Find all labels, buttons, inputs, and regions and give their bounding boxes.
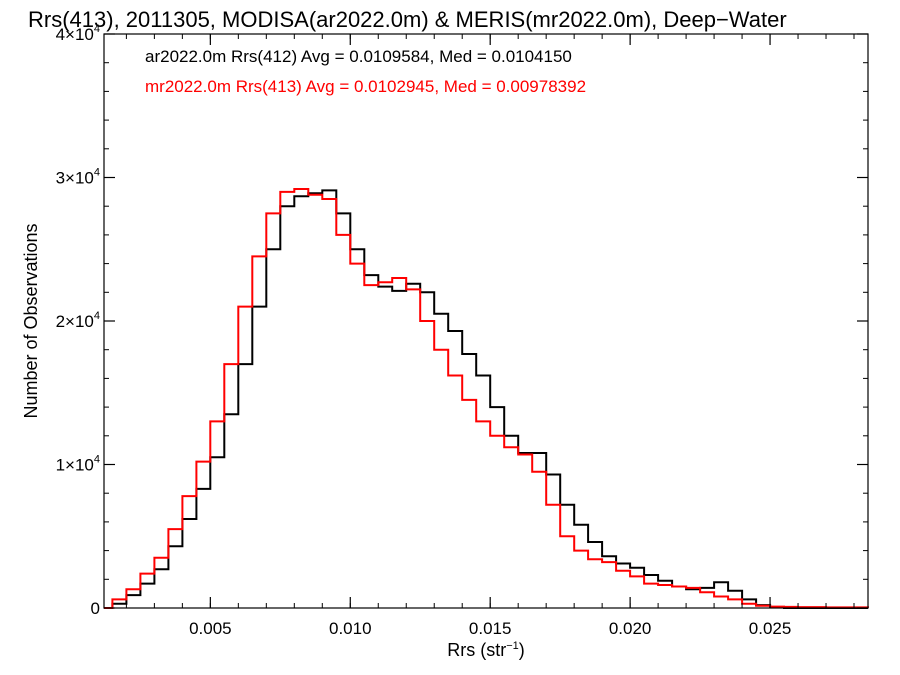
y-tick-label: 1×104 <box>56 454 100 475</box>
legend-entry-meris: mr2022.0m Rrs(413) Avg = 0.0102945, Med … <box>145 77 586 96</box>
x-tick-label: 0.010 <box>329 619 372 638</box>
legend: ar2022.0m Rrs(412) Avg = 0.0109584, Med … <box>145 47 586 96</box>
y-axis: 0 1×104 2×104 3×104 4×104 <box>56 23 868 618</box>
series-layer <box>104 188 869 609</box>
x-axis-title-close: ) <box>519 640 525 660</box>
x-axis-title-sup: −1 <box>506 640 519 652</box>
x-tick-label: 0.005 <box>189 619 232 638</box>
y-tick-label: 4×104 <box>56 23 100 44</box>
legend-entry-modisa: ar2022.0m Rrs(412) Avg = 0.0109584, Med … <box>145 47 572 66</box>
x-axis: 0.005 0.010 0.015 0.020 0.025 <box>125 34 855 638</box>
x-axis-title-main: Rrs (str <box>447 640 506 660</box>
x-axis-title: Rrs (str−1) <box>447 640 525 660</box>
x-tick-label: 0.025 <box>749 619 792 638</box>
y-axis-title: Number of Observations <box>21 223 41 418</box>
y-tick-label: 2×104 <box>56 310 100 331</box>
x-tick-label: 0.020 <box>609 619 652 638</box>
chart-title: Rrs(413), 2011305, MODISA(ar2022.0m) & M… <box>28 7 787 32</box>
series-line-modisa <box>104 189 868 609</box>
series-line-meris <box>104 188 869 609</box>
plot-frame <box>103 33 869 609</box>
x-tick-label: 0.015 <box>469 619 512 638</box>
y-tick-label: 0 <box>91 599 100 618</box>
y-tick-label: 3×104 <box>56 167 100 188</box>
